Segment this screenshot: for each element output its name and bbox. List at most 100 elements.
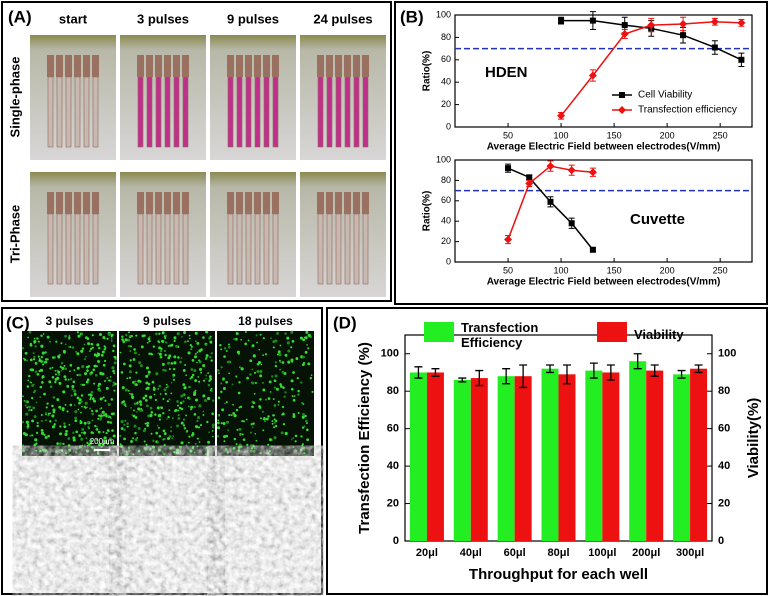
cell-dot xyxy=(223,347,227,350)
cell-dot xyxy=(33,415,37,419)
cell-dot xyxy=(56,442,59,445)
cell-dot xyxy=(60,362,64,365)
cell-dot xyxy=(233,414,237,418)
electrode xyxy=(56,213,63,285)
cell-dot xyxy=(147,373,150,376)
column-label: 3 pulses xyxy=(137,11,189,26)
cell-dot xyxy=(83,444,87,447)
cell-dot xyxy=(255,334,258,337)
cell-dot xyxy=(279,368,282,371)
cell-dot xyxy=(101,410,105,414)
cell-dot xyxy=(238,381,241,384)
cell-dot xyxy=(110,338,113,340)
cell-dot xyxy=(145,374,149,378)
cell-dot xyxy=(51,366,54,369)
y-tick-label: 100 xyxy=(436,154,451,164)
cell-dot xyxy=(96,425,98,428)
cell-dot xyxy=(175,451,179,455)
cell-dot xyxy=(163,349,166,353)
column-label: 9 pulses xyxy=(143,314,191,328)
cell-dot xyxy=(134,431,137,435)
cell-dot xyxy=(125,333,128,337)
cell-dot xyxy=(222,386,226,390)
cell-dot xyxy=(238,427,242,431)
cell-dot xyxy=(52,408,56,412)
cell-dot xyxy=(99,414,103,418)
cell-dot xyxy=(249,373,252,376)
electrode xyxy=(164,76,171,148)
cell-dot xyxy=(180,357,183,359)
cell-dot xyxy=(34,345,37,348)
error-bar xyxy=(458,377,467,383)
cell-dot xyxy=(232,446,236,450)
cell-dot xyxy=(103,359,107,363)
clip xyxy=(56,55,63,77)
cell-dot xyxy=(145,443,148,446)
cell-dot xyxy=(76,374,79,377)
cell-dot xyxy=(144,448,147,451)
cell-dot xyxy=(301,401,304,405)
cell-dot xyxy=(147,337,151,341)
cell-dot xyxy=(269,391,272,393)
cell-dot xyxy=(155,431,159,435)
cell-dot xyxy=(150,353,154,356)
cell-dot xyxy=(159,356,163,359)
cell-dot xyxy=(294,434,298,438)
cell-dot xyxy=(101,372,105,376)
cell-dot xyxy=(133,424,137,428)
cell-dot xyxy=(81,405,83,408)
cell-dot xyxy=(188,334,191,337)
cell-dot xyxy=(228,343,231,346)
electrode xyxy=(56,76,63,148)
cell-dot xyxy=(189,337,191,340)
cell-dot xyxy=(27,423,30,426)
y-tick-label: 80 xyxy=(718,385,730,397)
cell-dot xyxy=(198,404,202,408)
cell-dot xyxy=(307,362,311,366)
cell-dot xyxy=(197,376,200,378)
cell-dot xyxy=(145,387,148,391)
cell-dot xyxy=(281,413,284,416)
cell-dot xyxy=(124,419,127,422)
cell-dot xyxy=(29,358,33,362)
cell-dot xyxy=(306,428,309,432)
cell-dot xyxy=(119,444,124,448)
cell-dot xyxy=(211,412,214,415)
cell-dot xyxy=(196,419,199,423)
y-tick-label: 40 xyxy=(718,460,730,472)
cell-dot xyxy=(262,388,266,392)
cell-dot xyxy=(194,442,197,445)
cell-dot xyxy=(182,418,186,421)
electrode xyxy=(173,213,180,285)
x-axis-label: Average Electric Field between electrode… xyxy=(487,277,721,288)
clip xyxy=(92,192,99,214)
brightfield-image xyxy=(217,459,314,591)
cell-dot xyxy=(62,349,66,353)
cell-dot xyxy=(94,374,98,377)
cell-dot xyxy=(105,432,108,435)
cell-dot xyxy=(73,392,77,396)
cell-dot xyxy=(129,336,132,339)
cell-dot xyxy=(97,360,100,363)
cell-dot xyxy=(44,411,47,414)
cell-dot xyxy=(166,418,168,420)
cell-dot xyxy=(45,358,48,361)
photo xyxy=(30,35,116,160)
cell-dot xyxy=(188,441,190,444)
cell-dot xyxy=(133,402,137,406)
cell-dot xyxy=(166,385,169,388)
cell-dot xyxy=(158,346,162,350)
cell-dot xyxy=(72,436,76,440)
cell-dot xyxy=(73,389,77,393)
bar xyxy=(646,370,664,541)
legend-swatch xyxy=(424,322,454,342)
cell-dot xyxy=(207,396,211,401)
y-tick-label: 40 xyxy=(387,460,399,472)
cell-dot xyxy=(278,353,282,357)
error-bar xyxy=(677,369,686,379)
cell-dot xyxy=(86,444,89,447)
photo xyxy=(300,172,386,297)
photo xyxy=(120,172,206,297)
cell-dot xyxy=(212,435,214,438)
cell-dot xyxy=(161,340,165,343)
